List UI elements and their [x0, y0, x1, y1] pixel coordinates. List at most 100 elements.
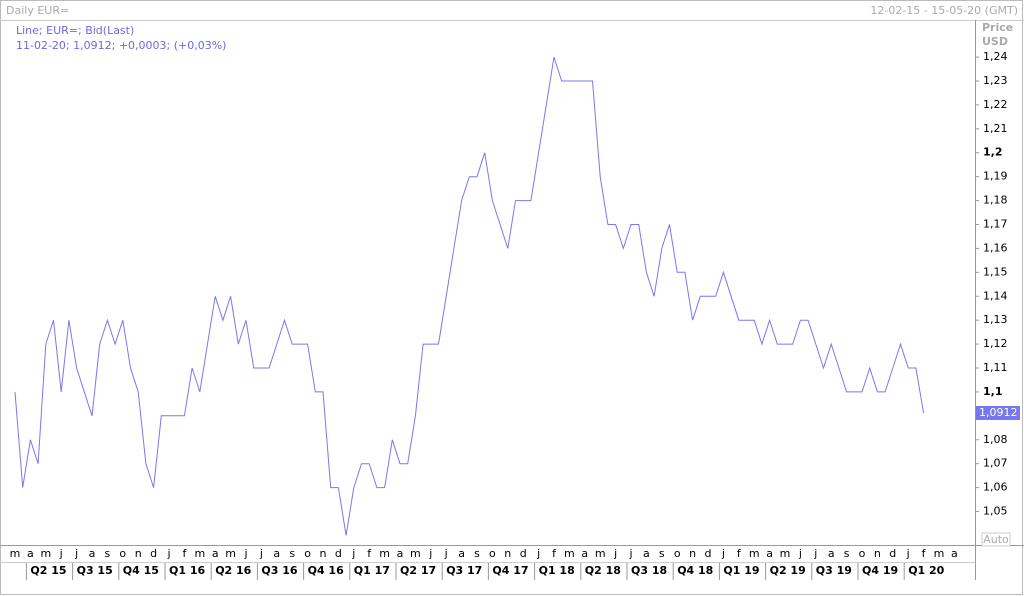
x-tick-label: a: [212, 547, 219, 560]
auto-button[interactable]: [981, 532, 1011, 547]
quarter-label: Q2 15: [30, 564, 66, 577]
quarter-label: Q4 16: [308, 564, 344, 577]
x-tick-label: j: [721, 547, 725, 560]
quarter-label: Q3 15: [77, 564, 113, 577]
y-tick-label: 1,16: [983, 241, 1008, 254]
x-tick-label: s: [474, 547, 480, 560]
quarter-label: Q2 17: [400, 564, 436, 577]
y-tick-label: 1,19: [983, 170, 1008, 183]
x-tick-label: a: [397, 547, 404, 560]
x-tick-label: f: [367, 547, 372, 560]
x-tick-label: j: [813, 547, 817, 560]
axis-title: Price: [982, 21, 1013, 34]
y-tick-label: 1,05: [983, 505, 1008, 518]
x-tick-label: d: [520, 547, 527, 560]
x-tick-label: s: [105, 547, 111, 560]
quarter-label: Q3 16: [261, 564, 297, 577]
x-tick-label: m: [410, 547, 421, 560]
x-tick-label: j: [259, 547, 263, 560]
legend-title: Line; EUR=; Bid(Last): [16, 24, 134, 37]
x-tick-label: o: [119, 547, 126, 560]
quarter-label: Q1 19: [723, 564, 759, 577]
x-tick-label: a: [828, 547, 835, 560]
y-tick-label: 1,06: [983, 481, 1008, 494]
x-tick-label: j: [59, 547, 63, 560]
x-tick-label: j: [628, 547, 632, 560]
x-tick-label: a: [27, 547, 34, 560]
x-tick-label: m: [749, 547, 760, 560]
x-tick-label: j: [536, 547, 540, 560]
quarter-label: Q4 17: [492, 564, 528, 577]
quarter-label: Q3 17: [446, 564, 482, 577]
x-tick-label: j: [243, 547, 247, 560]
x-tick-label: n: [135, 547, 142, 560]
legend-detail: 11-02-20; 1,0912; +0,0003; (+0,03%): [16, 39, 226, 52]
x-tick-label: m: [780, 547, 791, 560]
y-tick-label: 1,11: [983, 361, 1008, 374]
x-tick-label: m: [40, 547, 51, 560]
x-tick-label: f: [552, 547, 557, 560]
auto-label[interactable]: Auto: [983, 533, 1009, 546]
x-tick-label: d: [889, 547, 896, 560]
x-tick-label: m: [934, 547, 945, 560]
x-tick-label: j: [166, 547, 170, 560]
quarter-label: Q4 15: [123, 564, 159, 577]
x-tick-label: j: [906, 547, 910, 560]
y-tick-label: 1,2: [983, 146, 1003, 159]
x-tick-label: n: [504, 547, 511, 560]
x-tick-label: a: [273, 547, 280, 560]
x-tick-label: m: [595, 547, 606, 560]
x-tick-label: j: [74, 547, 78, 560]
x-tick-label: m: [194, 547, 205, 560]
header-range: 12-02-15 - 15-05-20 (GMT): [870, 4, 1018, 17]
quarter-label: Q1 20: [908, 564, 944, 577]
quarter-label: Q3 18: [631, 564, 667, 577]
y-tick-label: 1,22: [983, 98, 1008, 111]
x-tick-label: o: [859, 547, 866, 560]
x-tick-label: d: [335, 547, 342, 560]
x-tick-label: s: [289, 547, 295, 560]
y-tick-label: 1,14: [983, 289, 1008, 302]
quarter-label: Q4 19: [862, 564, 898, 577]
last-price-label: 1,0912: [979, 406, 1018, 419]
quarter-label: Q2 18: [585, 564, 621, 577]
x-tick-label: j: [798, 547, 802, 560]
x-tick-label: o: [304, 547, 311, 560]
x-tick-label: j: [613, 547, 617, 560]
x-tick-label: s: [844, 547, 850, 560]
x-tick-label: m: [564, 547, 575, 560]
x-tick-label: d: [150, 547, 157, 560]
x-tick-label: a: [643, 547, 650, 560]
x-tick-label: a: [458, 547, 465, 560]
y-tick-label: 1,12: [983, 337, 1008, 350]
y-tick-label: 1,17: [983, 217, 1008, 230]
x-tick-label: m: [225, 547, 236, 560]
x-tick-label: m: [379, 547, 390, 560]
x-tick-label: o: [489, 547, 496, 560]
y-tick-label: 1,08: [983, 433, 1008, 446]
quarter-label: Q1 18: [539, 564, 575, 577]
x-tick-label: a: [766, 547, 773, 560]
x-tick-label: n: [689, 547, 696, 560]
y-tick-label: 1,21: [983, 122, 1008, 135]
x-tick-label: f: [182, 547, 187, 560]
y-tick-label: 1,18: [983, 194, 1008, 207]
y-tick-label: 1,24: [983, 50, 1008, 63]
y-tick-label: 1,13: [983, 313, 1008, 326]
price-line: [14, 56, 925, 536]
y-tick-label: 1,15: [983, 265, 1008, 278]
quarter-label: Q1 17: [354, 564, 390, 577]
x-tick-label: f: [922, 547, 927, 560]
quarter-label: Q2 16: [215, 564, 251, 577]
x-tick-label: j: [428, 547, 432, 560]
x-tick-label: a: [951, 547, 958, 560]
x-tick-label: o: [674, 547, 681, 560]
x-tick-label: n: [320, 547, 327, 560]
x-tick-label: a: [581, 547, 588, 560]
quarter-label: Q4 18: [677, 564, 713, 577]
x-tick-label: j: [444, 547, 448, 560]
x-tick-label: s: [659, 547, 665, 560]
axis-unit: USD: [982, 35, 1008, 48]
y-tick-label: 1,07: [983, 457, 1008, 470]
